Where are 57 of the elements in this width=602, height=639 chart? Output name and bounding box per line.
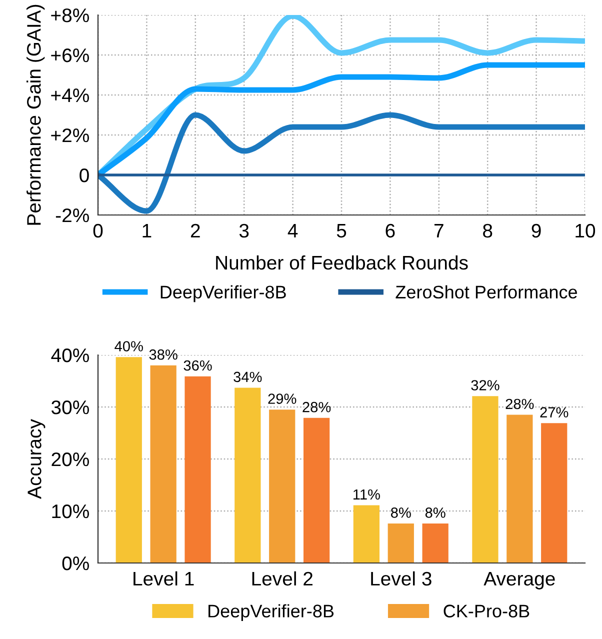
data-label: 38% [149,349,178,360]
y-tick-label: 30% [51,400,89,414]
bar [541,423,568,563]
bar [303,418,330,563]
y-tick-label: +6% [51,48,89,62]
x-tick-label: 9 [532,224,541,238]
y-tick-label: 0 [80,168,89,182]
y-tick-label: 10% [52,504,89,518]
y-tick-label: 40% [51,348,89,362]
y-tick-label: +8% [51,8,89,22]
x-tick-label: 8 [483,224,492,238]
data-label: 28% [506,398,534,410]
x-tick-label: Level 2 [252,571,312,586]
data-label: 8% [425,507,446,518]
x-tick-label: Level 3 [371,571,432,586]
data-label: 8% [390,507,411,518]
bar [116,357,142,563]
x-tick-label: 3 [239,224,249,238]
x-tick-label: 1 [142,224,152,238]
y-axis-title: Performance Gain (GAIA) [26,4,45,225]
data-label: 32% [471,380,500,390]
x-tick-label: 0 [93,224,103,238]
data-label: 40% [114,341,143,352]
data-label: 11% [354,489,380,500]
data-label: 34% [234,372,262,382]
y-tick-label: -2% [56,208,89,222]
bar [506,414,533,563]
x-tick-label: 6 [386,224,395,238]
x-tick-label: 2 [190,224,200,238]
bar [269,410,296,563]
x-tick-label: Level 1 [134,571,194,586]
y-tick-label: +2% [51,128,89,142]
bar [234,388,261,563]
bar [150,365,176,563]
bar [184,376,211,563]
x-tick-label: Average [484,572,555,590]
bar [422,523,448,563]
x-tick-label: 5 [336,224,346,238]
bar [472,396,498,563]
legend-label: DeepVerifier-8B [160,285,286,302]
data-label: 36% [184,360,212,371]
x-tick-label: 7 [434,224,444,238]
bar [388,523,414,563]
y-tick-label: 20% [52,452,89,466]
bar [353,505,380,563]
y-tick-label: 0% [62,556,89,570]
y-tick-label: +4% [51,88,89,102]
x-tick-label: 4 [288,224,298,238]
data-label: 28% [302,402,331,412]
legend-label: DeepVerifier-8B [208,604,334,622]
legend-label: ZeroShot Performance [396,285,578,299]
legend-label: CK-Pro-8B [444,604,530,618]
data-label: 27% [540,407,568,418]
y-axis-title: Accuracy [28,419,46,499]
x-axis-title: Number of Feedback Rounds [216,255,468,270]
data-label: 29% [268,394,296,404]
x-tick-label: 10 [576,224,596,238]
